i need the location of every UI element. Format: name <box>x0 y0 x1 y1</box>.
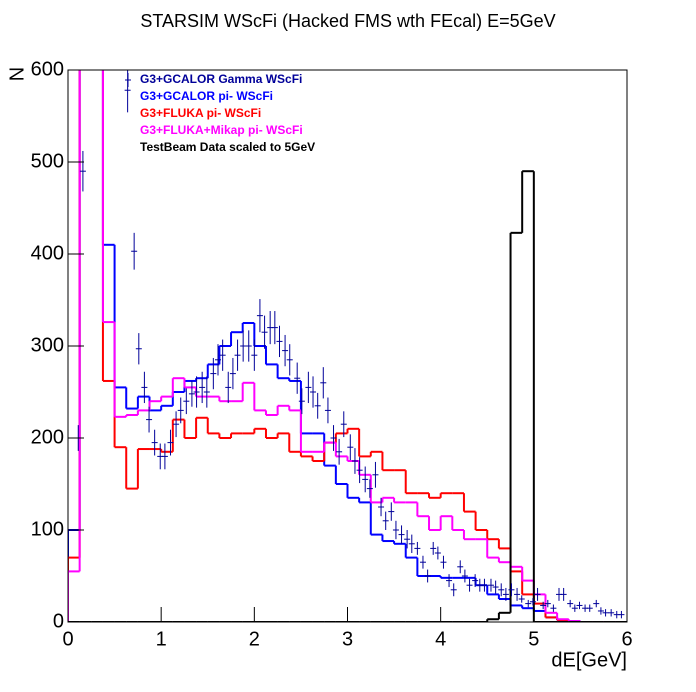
x-tick-label: 2 <box>249 628 260 650</box>
x-tick-label: 1 <box>156 628 167 650</box>
legend-label: G3+FLUKA pi- WScFi <box>140 106 261 120</box>
x-tick-label: 0 <box>62 628 73 650</box>
x-tick-label: 4 <box>435 628 446 650</box>
plot-area <box>68 70 627 622</box>
legend-label: G3+FLUKA+Mikap pi- WScFi <box>140 123 303 137</box>
x-tick-label: 6 <box>621 628 632 650</box>
y-tick-label: 100 <box>31 518 64 540</box>
y-tick-label: 400 <box>31 242 64 264</box>
chart-title: STARSIM WScFi (Hacked FMS wth FEcal) E=5… <box>140 11 555 31</box>
legend-label: G3+GCALOR Gamma WScFi <box>140 72 302 86</box>
x-tick-label: 5 <box>528 628 539 650</box>
x-axis-label: dE[GeV] <box>551 649 627 671</box>
legend-label: TestBeam Data scaled to 5GeV <box>140 140 315 154</box>
y-tick-label: 600 <box>31 58 64 80</box>
y-tick-label: 0 <box>53 610 64 632</box>
y-axis-label: N <box>6 67 28 81</box>
y-tick-label: 300 <box>31 334 64 356</box>
x-tick-label: 3 <box>342 628 353 650</box>
y-tick-label: 500 <box>31 150 64 172</box>
y-tick-label: 200 <box>31 426 64 448</box>
legend-label: G3+GCALOR pi- WScFi <box>140 89 273 103</box>
